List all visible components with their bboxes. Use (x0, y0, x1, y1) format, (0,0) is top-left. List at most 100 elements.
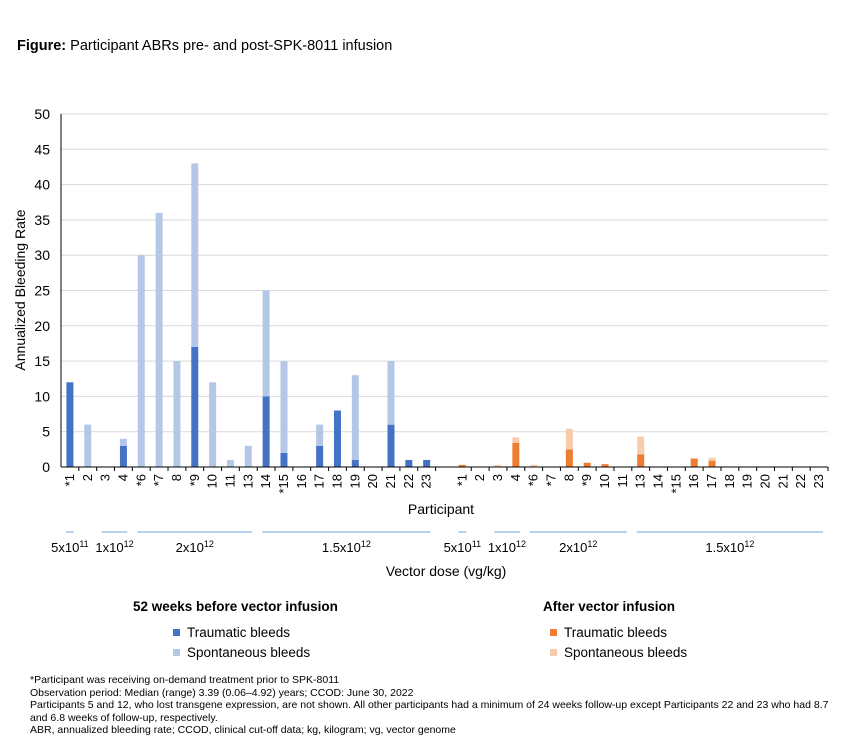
legend-post-traumatic: Traumatic bleeds (543, 622, 687, 642)
bar-post-spontaneous (565, 428, 573, 450)
bar-pre-spontaneous (155, 212, 163, 467)
footnote: *Participant was receiving on-demand tre… (30, 674, 340, 686)
x-tick-label: *15 (276, 474, 291, 494)
bar-post-traumatic (637, 454, 645, 467)
x-tick-label: 23 (811, 474, 826, 488)
x-tick-labels: *1 2 3 4 *6 *7 8 *9 10 11 13 14 *15 16 17 18 19 20 21 22 23 *… (62, 474, 826, 494)
y-tick-label: 0 (42, 459, 50, 475)
x-tick-label: 17 (704, 474, 719, 488)
bar-pre-spontaneous (387, 361, 395, 425)
x-tick-label: 2 (80, 474, 95, 481)
axes (60, 114, 829, 471)
x-tick-label: *1 (62, 474, 77, 486)
y-tick-label: 20 (34, 318, 50, 334)
gridlines (61, 113, 828, 433)
bar-pre-traumatic (280, 452, 288, 467)
x-tick-label: 10 (205, 474, 220, 488)
bar-pre-spontaneous (191, 163, 199, 347)
x-tick-label: 8 (169, 474, 184, 481)
x-tick-label: 4 (508, 474, 523, 481)
x-tick-label: 22 (793, 474, 808, 488)
x-tick-label: *1 (454, 474, 469, 486)
legend-pre-traumatic: Traumatic bleeds (133, 622, 338, 642)
y-tick-label: 50 (34, 106, 50, 122)
bar-post-traumatic (708, 460, 716, 467)
legend-swatch-post-spontaneous (550, 648, 557, 656)
x-tick-label: 14 (258, 474, 273, 488)
x-tick-label: *9 (579, 474, 594, 486)
bar-pre-traumatic (316, 445, 324, 467)
legend-swatch-post-traumatic (550, 628, 557, 636)
legend-pre-spontaneous: Spontaneous bleeds (133, 642, 338, 662)
bar-pre-spontaneous (262, 290, 270, 397)
bar-pre-spontaneous (244, 445, 252, 467)
legend-swatch-pre-traumatic (173, 628, 180, 636)
bar-pre-traumatic (333, 410, 341, 467)
bar-pre-spontaneous (316, 424, 324, 446)
x-tick-label: 21 (383, 474, 398, 488)
footnote: Observation period: Median (range) 3.39 … (30, 686, 414, 699)
figure-label: Figure: (17, 38, 67, 54)
legend-post-traumatic-label: Traumatic bleeds (564, 624, 668, 640)
bar-pre-traumatic (387, 424, 395, 467)
x-tick-label: 11 (222, 474, 237, 488)
bar-post-traumatic (583, 462, 591, 467)
x-tick-label: 17 (312, 474, 327, 488)
x-tick-label: 18 (722, 474, 737, 488)
footnote: Participants 5 and 12, who lost transgen… (30, 699, 829, 724)
x-tick-label: *7 (151, 474, 166, 486)
y-tick-label: 40 (34, 177, 50, 193)
bar-post-spontaneous (708, 457, 716, 461)
figure-title-text: Participant ABRs pre- and post-SPK-8011 … (70, 38, 393, 54)
x-tick-label: 22 (401, 474, 416, 488)
bar-pre-traumatic (66, 382, 74, 467)
dose-group-label: 1.5x1012 (322, 539, 371, 555)
x-tick-label: *7 (544, 474, 559, 486)
bar-post-traumatic (690, 458, 698, 467)
x-tick-label: 3 (98, 474, 113, 481)
y-tick-label: 30 (34, 247, 50, 263)
x-tick-label: 20 (758, 474, 773, 488)
bar-post-spontaneous (637, 436, 645, 455)
y-axis-title: Annualized Bleeding Rate (12, 209, 28, 370)
bar-pre-traumatic (423, 459, 431, 467)
bar-pre-traumatic (405, 459, 413, 467)
bar-pre-spontaneous (280, 361, 288, 453)
legend-post-title: After vector infusion (543, 599, 676, 614)
x-axis-title: Participant (408, 501, 474, 517)
x-tick-label: 20 (365, 474, 380, 488)
y-tick-label: 10 (34, 388, 50, 404)
bar-pre-spontaneous (137, 255, 145, 467)
x-tick-label: 18 (329, 474, 344, 488)
legend-pre: 52 weeks before vector infusion Traumati… (133, 599, 338, 662)
y-tick-labels: 0 5 10 15 20 25 30 35 40 45 50 (34, 106, 50, 475)
legend-post: After vector infusion Traumatic bleeds S… (543, 599, 687, 662)
x-tick-label: 4 (115, 474, 130, 481)
dose-group-label: 1.5x1012 (705, 539, 754, 555)
bar-pre-traumatic (262, 396, 270, 467)
legend-post-spontaneous-label: Spontaneous bleeds (564, 644, 688, 660)
bar-pre-spontaneous (209, 382, 217, 467)
y-tick-label: 35 (34, 212, 50, 228)
bar-pre-traumatic (191, 346, 199, 467)
y-tick-label: 5 (42, 424, 50, 440)
figure-title: Figure: Participant ABRs pre- and post-S… (17, 38, 392, 54)
dose-groups: 5x1011 1x1012 2x1012 1.5x1012 5x1011 1x1012 2x… (51, 531, 823, 555)
bars (66, 163, 716, 467)
x-tick-label: 8 (561, 474, 576, 481)
bar-pre-spontaneous (173, 361, 181, 467)
bar-post-traumatic (458, 464, 466, 467)
legend-pre-traumatic-label: Traumatic bleeds (187, 624, 291, 640)
dose-group-label: 5x1011 (444, 539, 482, 555)
x-tick-label: 11 (615, 474, 630, 488)
legend-swatch-pre-spontaneous (173, 648, 180, 656)
x-tick-label: 21 (775, 474, 790, 488)
x-tick-label: 10 (597, 474, 612, 488)
bar-pre-spontaneous (351, 375, 359, 460)
x-tick-label: *15 (668, 474, 683, 494)
bar-post-traumatic (565, 449, 573, 467)
dose-group-label: 1x1012 (95, 539, 133, 555)
y-tick-label: 25 (34, 283, 50, 299)
dose-group-label: 2x1012 (176, 539, 214, 555)
bar-pre-traumatic (119, 445, 127, 467)
